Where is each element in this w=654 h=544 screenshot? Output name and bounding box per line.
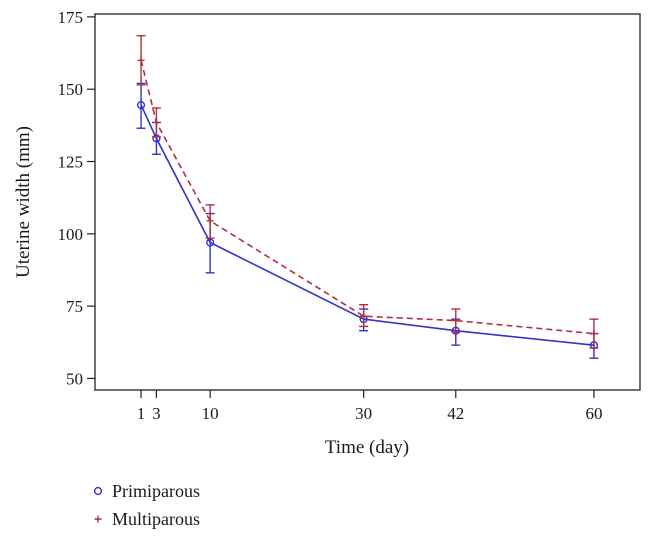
primiparous-line: [140, 104, 594, 346]
primiparous-point: [206, 238, 215, 247]
y-tick-label: 175: [58, 8, 84, 27]
multiparous-point: [452, 317, 460, 325]
legend-label-multiparous: Multiparous: [112, 509, 200, 529]
x-tick-label: 3: [152, 404, 161, 423]
x-axis: 1 3 10 30 42 60: [137, 390, 602, 423]
y-tick-label: 50: [66, 369, 83, 388]
legend-marker-primiparous: [93, 486, 103, 496]
plot-frame: [94, 13, 641, 391]
x-tick-label: 60: [585, 404, 602, 423]
primiparous-point: [136, 101, 146, 110]
multiparous-point: [137, 56, 145, 64]
multiparous-point: [206, 217, 214, 225]
y-axis: 50 75 100 125 150 175: [58, 8, 95, 388]
multiparous-point: [590, 330, 598, 338]
x-tick-label: 42: [447, 404, 464, 423]
x-tick-label: 10: [202, 404, 219, 423]
y-tick-label: 150: [58, 80, 84, 99]
multiparous-point: [152, 118, 160, 126]
legend-marker-multiparous: [94, 515, 102, 523]
y-axis-label: Uterine width (mm): [13, 126, 34, 278]
x-axis-label: Time (day): [325, 437, 409, 458]
y-tick-label: 75: [66, 297, 83, 316]
multiparous-point: [360, 312, 368, 320]
x-tick-label: 1: [137, 404, 146, 423]
multiparous-line: [140, 60, 594, 335]
x-tick-label: 30: [355, 404, 372, 423]
y-tick-label: 100: [58, 225, 84, 244]
legend-label-primiparous: Primiparous: [112, 481, 200, 501]
legend: Primiparous Multiparous: [93, 481, 200, 529]
series-layer: [136, 34, 599, 359]
y-tick-label: 125: [58, 153, 84, 172]
